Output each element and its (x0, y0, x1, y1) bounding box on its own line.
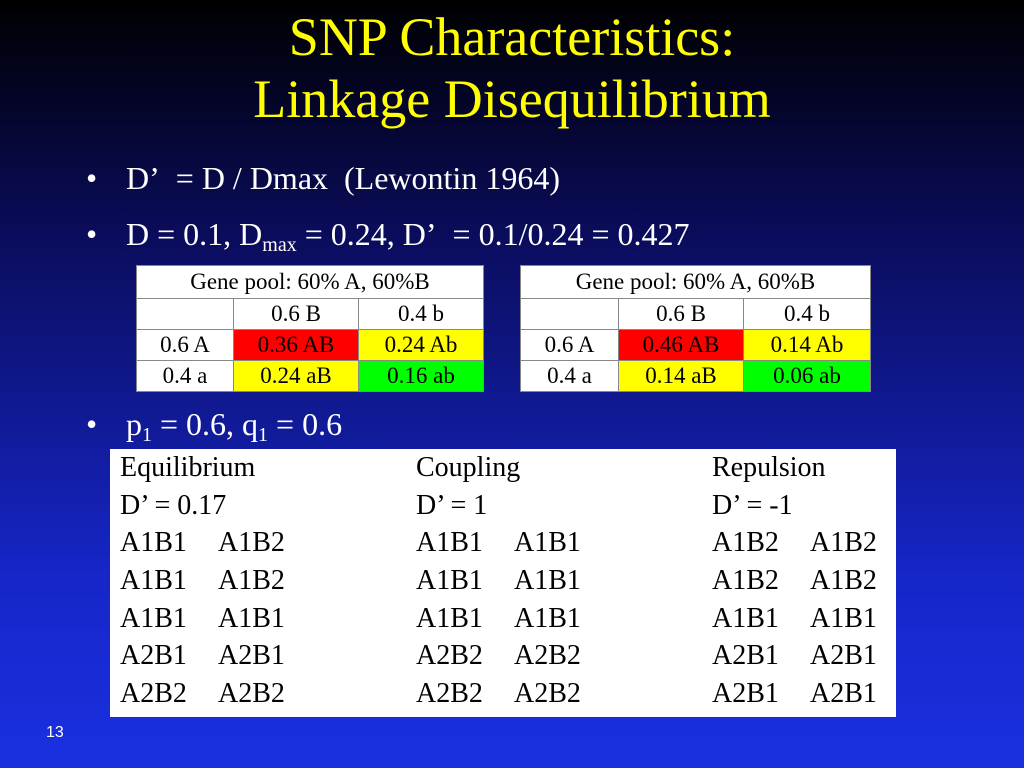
haplotype-left: A1B1 (416, 602, 483, 634)
dprime-value: D’ = -1 (712, 489, 793, 521)
repulsion-column: Repulsion D’ = -1 A1B2 A1B2 A1B2 A1B2 A1B1… (712, 449, 877, 713)
col-header-b: 0.4 b (358, 298, 484, 330)
haplotype-row: A2B1 A2B1 (120, 637, 285, 675)
col-header-B: 0.6 B (618, 298, 744, 330)
haplotype-right: A2B1 (218, 640, 285, 672)
haplotype-right: A1B1 (218, 602, 285, 634)
column-heading: Equilibrium (120, 452, 256, 483)
haplotype-row: A1B1 A1B2 (120, 524, 285, 562)
haplotype-right: A1B2 (218, 565, 285, 597)
cell-ab: 0.16 ab (358, 360, 484, 392)
title-line-1: SNP Characteristics: (288, 7, 736, 67)
haplotype-left: A2B2 (120, 678, 187, 710)
cell-ab: 0.06 ab (743, 360, 871, 392)
bullet-text-p: p (126, 406, 142, 442)
bullet-text-post: = 0.24, D’ = 0.1/0.24 = 0.427 (296, 216, 690, 252)
haplotype-left: A2B2 (416, 640, 483, 672)
haplotype-right: A2B2 (514, 678, 581, 710)
haplotype-row: A1B1 A1B1 (416, 600, 581, 638)
bullet-dprime-example: • D = 0.1, Dmax = 0.24, D’ = 0.1/0.24 = 0… (86, 216, 690, 255)
haplotype-row: A1B1 A1B1 (416, 562, 581, 600)
bullet-text: D’ = D / Dmax (Lewontin 1964) (126, 160, 560, 196)
haplotype-left: A1B1 (712, 602, 779, 634)
row-header-A: 0.6 A (136, 329, 234, 361)
row-header-a: 0.4 a (136, 360, 234, 392)
bullet-allele-frequencies: • p1 = 0.6, q1 = 0.6 (86, 406, 343, 445)
haplotype-right: A2B2 (218, 678, 285, 710)
bullet-text-pre: D = 0.1, D (126, 216, 263, 252)
haplotype-right: A2B1 (810, 678, 877, 710)
haplotype-right: A1B2 (218, 527, 285, 559)
column-heading: Coupling (416, 452, 521, 483)
bullet-marker: • (86, 216, 98, 252)
gene-pool-header: Gene pool: 60% A, 60%B (136, 265, 484, 299)
dprime-value: D’ = 1 (416, 489, 488, 521)
gene-pool-table-1: Gene pool: 60% A, 60%B 0.6 B 0.4 b 0.6 A… (136, 265, 484, 392)
bullet-subscript-q: 1 (258, 424, 269, 446)
coupling-column: Coupling D’ = 1 A1B1 A1B1 A1B1 A1B1 A1B1 A1… (416, 449, 581, 713)
bullet-marker: • (86, 406, 98, 442)
row-header-a: 0.4 a (520, 360, 619, 392)
haplotype-row: A2B1 A2B1 (712, 675, 877, 713)
dprime-value: D’ = 0.17 (120, 489, 227, 521)
haplotype-row: A2B1 A2B1 (712, 637, 877, 675)
cell-AB: 0.36 AB (233, 329, 359, 361)
col-header-b: 0.4 b (743, 298, 871, 330)
haplotype-left: A1B2 (712, 565, 779, 597)
haplotype-left: A2B1 (712, 640, 779, 672)
bullet-subscript-p: 1 (142, 424, 152, 446)
haplotype-right: A1B1 (514, 565, 581, 597)
haplotype-row: A1B2 A1B2 (712, 562, 877, 600)
bullet-dprime-definition: • D’ = D / Dmax (Lewontin 1964) (86, 160, 560, 196)
gene-pool-table-2: Gene pool: 60% A, 60%B 0.6 B 0.4 b 0.6 A… (520, 265, 871, 392)
haplotype-left: A1B1 (120, 602, 187, 634)
haplotype-left: A1B1 (416, 565, 483, 597)
haplotype-right: A1B1 (514, 527, 581, 559)
cell-aB: 0.24 aB (233, 360, 359, 392)
haplotype-left: A1B1 (120, 527, 187, 559)
haplotype-row: A1B1 A1B1 (120, 600, 285, 638)
haplotype-left: A2B1 (120, 640, 187, 672)
haplotype-right: A1B2 (810, 565, 877, 597)
haplotype-left: A1B2 (712, 527, 779, 559)
column-heading: Repulsion (712, 452, 826, 483)
haplotype-right: A2B2 (514, 640, 581, 672)
haplotype-row: A2B2 A2B2 (120, 675, 285, 713)
empty-cell (520, 298, 619, 330)
haplotype-right: A1B1 (810, 602, 877, 634)
haplotype-right: A2B1 (810, 640, 877, 672)
haplotype-row: A1B2 A1B2 (712, 524, 877, 562)
row-header-A: 0.6 A (520, 329, 619, 361)
haplotype-right: A1B1 (514, 602, 581, 634)
slide-number: 13 (46, 724, 64, 741)
haplotype-left: A1B1 (416, 527, 483, 559)
title-line-2: Linkage Disequilibrium (253, 69, 771, 129)
haplotype-panel: Equilibrium D’ = 0.17 A1B1 A1B2 A1B1 A1B2 … (110, 449, 896, 717)
equilibrium-column: Equilibrium D’ = 0.17 A1B1 A1B2 A1B1 A1B2 … (120, 449, 285, 713)
bullet-marker: • (86, 160, 98, 196)
bullet-text-end: = 0.6 (268, 406, 343, 442)
col-header-B: 0.6 B (233, 298, 359, 330)
cell-AB: 0.46 AB (618, 329, 744, 361)
haplotype-row: A1B1 A1B1 (712, 600, 877, 638)
empty-cell (136, 298, 234, 330)
haplotype-row: A2B2 A2B2 (416, 637, 581, 675)
bullet-text-mid: = 0.6, q (152, 406, 259, 442)
cell-Ab: 0.14 Ab (743, 329, 871, 361)
haplotype-row: A1B1 A1B2 (120, 562, 285, 600)
cell-Ab: 0.24 Ab (358, 329, 484, 361)
slide-title: SNP Characteristics: Linkage Disequilibr… (0, 6, 1024, 130)
haplotype-right: A1B2 (810, 527, 877, 559)
haplotype-left: A2B1 (712, 678, 779, 710)
haplotype-row: A1B1 A1B1 (416, 524, 581, 562)
haplotype-left: A2B2 (416, 678, 483, 710)
cell-aB: 0.14 aB (618, 360, 744, 392)
haplotype-left: A1B1 (120, 565, 187, 597)
gene-pool-header: Gene pool: 60% A, 60%B (520, 265, 871, 299)
bullet-subscript-max: max (262, 234, 297, 256)
haplotype-row: A2B2 A2B2 (416, 675, 581, 713)
